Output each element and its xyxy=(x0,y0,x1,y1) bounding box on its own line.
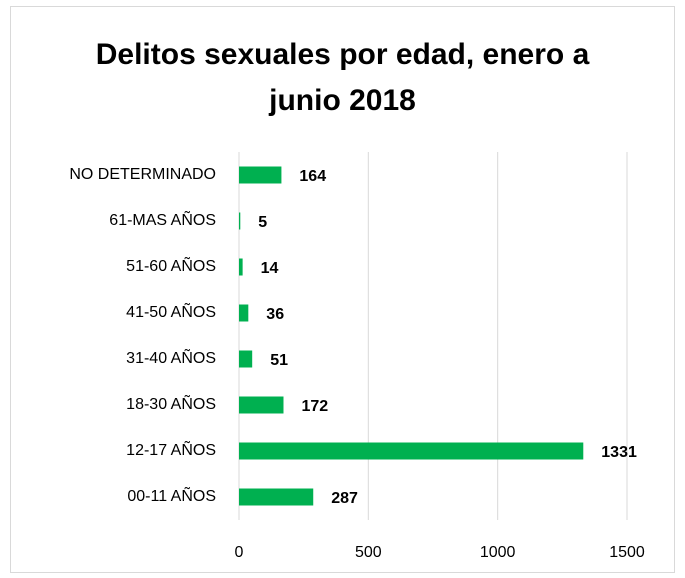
chart-title: Delitos sexuales por edad, enero a junio… xyxy=(95,38,590,117)
x-tick-label: 500 xyxy=(355,544,382,561)
data-label: 5 xyxy=(258,214,267,231)
x-tick-label: 1000 xyxy=(480,544,516,561)
bar xyxy=(239,350,253,368)
data-label: 51 xyxy=(270,352,288,369)
bar xyxy=(239,258,243,276)
data-label: 1331 xyxy=(601,444,637,461)
bar xyxy=(239,442,584,460)
bar xyxy=(239,396,284,414)
y-tick-label: NO DETERMINADO xyxy=(69,166,216,183)
y-tick-label: 00-11 AÑOS xyxy=(127,485,216,505)
data-label: 287 xyxy=(331,490,358,507)
bar xyxy=(239,488,314,506)
y-tick-label: 41-50 AÑOS xyxy=(126,301,216,321)
x-tick-label: 1500 xyxy=(609,544,645,561)
data-label: 14 xyxy=(261,260,279,277)
y-tick-label: 61-MAS AÑOS xyxy=(109,209,216,229)
y-tick-label: 31-40 AÑOS xyxy=(126,347,216,367)
data-label: 164 xyxy=(299,168,326,185)
y-tick-label: 18-30 AÑOS xyxy=(126,393,216,413)
x-tick-label: 0 xyxy=(235,544,244,561)
data-label: 172 xyxy=(301,398,328,415)
data-label: 36 xyxy=(266,306,284,323)
bar xyxy=(239,166,282,184)
y-tick-label: 12-17 AÑOS xyxy=(126,439,216,459)
bar xyxy=(239,304,249,322)
y-tick-label: 51-60 AÑOS xyxy=(126,255,216,275)
chart-border xyxy=(10,6,675,573)
bar xyxy=(239,212,241,230)
